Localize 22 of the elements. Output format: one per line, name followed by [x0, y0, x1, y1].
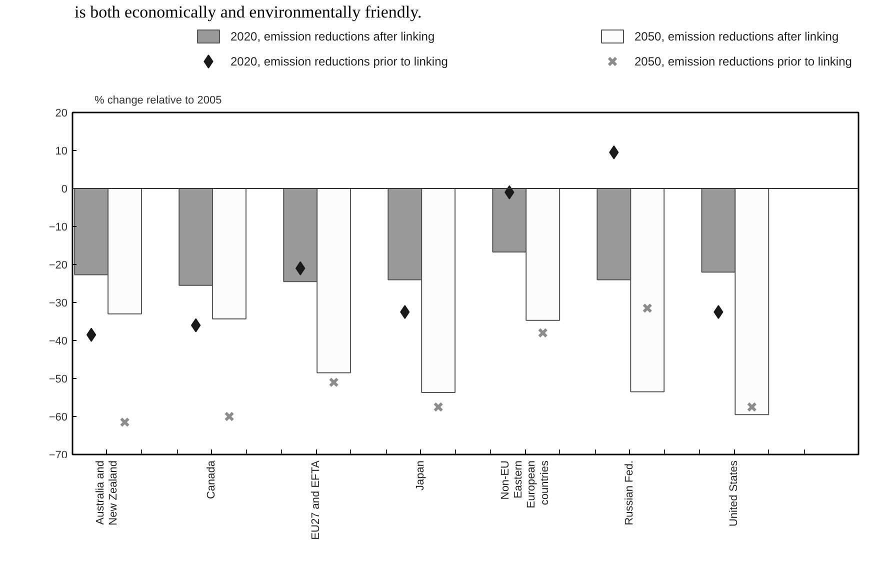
y-tick-label: 10 — [55, 146, 68, 158]
y-tick-label: −30 — [48, 298, 68, 310]
y-tick-label: −20 — [48, 260, 68, 272]
y-tick-label: 20 — [55, 108, 68, 120]
y-axis-title: % change relative to 2005 — [94, 94, 222, 106]
x-tick-label: Japan — [414, 460, 427, 490]
y-tick-label: −40 — [48, 336, 68, 348]
legend-label: 2020, emission reductions prior to linking — [230, 54, 448, 68]
x-tick-label: United States — [728, 460, 740, 527]
y-tick-label: 0 — [61, 184, 68, 196]
y-tick-label: −60 — [48, 412, 68, 424]
y-tick-label: −10 — [48, 222, 68, 234]
x-tick-label: Canada — [206, 460, 218, 500]
legend-label: 2050, emission reductions prior to linking — [634, 54, 852, 68]
x-tick-label: Non-EU Eastern European countries — [499, 460, 551, 508]
x-tick-label: Australia and New Zealand — [94, 460, 120, 526]
x-tick-label: Russian Fed. — [624, 460, 636, 526]
legend-label: 2020, emission reductions after linking — [230, 30, 435, 44]
y-tick-label: −50 — [48, 374, 68, 386]
x-tick-label: EU27 and EFTA — [310, 460, 322, 540]
legend-label: 2050, emission reductions after linking — [634, 30, 839, 44]
text: is both economically and environmentally friendly. — [74, 2, 422, 22]
